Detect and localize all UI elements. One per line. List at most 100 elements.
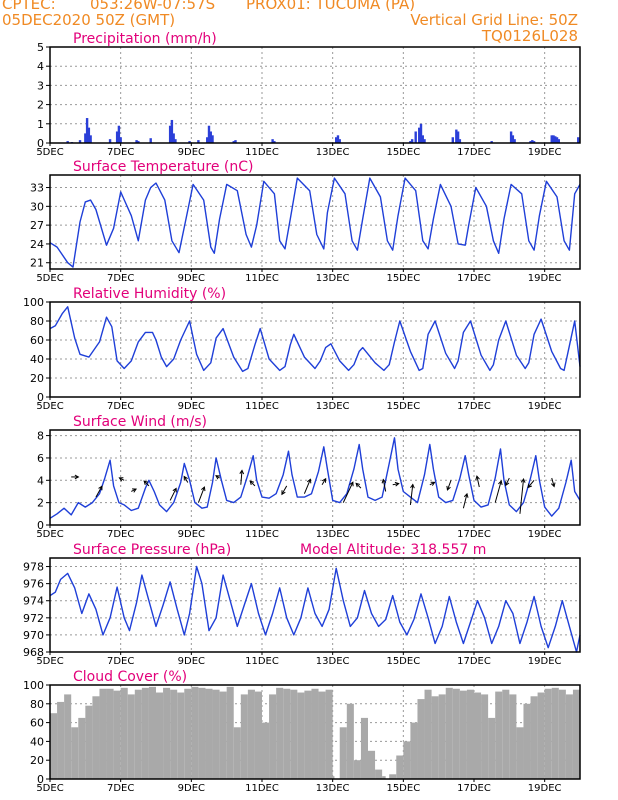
- cloud-bar: [99, 688, 107, 779]
- xtick-label-pressure: 11DEC: [245, 656, 279, 667]
- header-run-id: TQ0126L028: [481, 27, 578, 45]
- cloud-bar: [156, 692, 164, 779]
- precip-bar: [117, 125, 121, 143]
- xtick-label-rh: 11DEC: [245, 401, 279, 412]
- wind-arrow: [527, 479, 535, 488]
- cloud-bar: [438, 694, 446, 779]
- xtick-label-cloud: 17DEC: [457, 783, 491, 794]
- xtick-label-rh: 19DEC: [528, 401, 562, 412]
- precip-bar: [85, 118, 89, 143]
- precip-bar: [209, 131, 212, 143]
- cloud-bar: [120, 687, 128, 779]
- precip-bar: [410, 139, 414, 143]
- xtick-label-cloud: 7DEC: [107, 783, 134, 794]
- ytick-label-pressure: 972: [23, 612, 44, 625]
- cloud-bar: [459, 690, 467, 779]
- ytick-label-wind: 2: [37, 497, 44, 510]
- wind-arrow-head: [520, 477, 526, 483]
- precip-bar: [532, 141, 536, 143]
- xtick-label-precip: 5DEC: [36, 147, 63, 158]
- xtick-label-pressure: 17DEC: [457, 656, 491, 667]
- precip-bar: [66, 141, 69, 143]
- plot-area-precip: [50, 47, 580, 143]
- plot-area-wind: [50, 430, 580, 525]
- cloud-bar: [283, 688, 291, 779]
- ytick-label-wind: 0: [37, 519, 44, 532]
- precip-bar: [335, 137, 338, 143]
- xtick-label-precip: 9DEC: [178, 147, 205, 158]
- precip-bar: [149, 138, 152, 143]
- ytick-label-wind: 8: [37, 430, 44, 443]
- cloud-bar: [71, 727, 79, 779]
- ytick-label-pressure: 968: [23, 646, 44, 659]
- header-coords: 053:26W-07:57S: [90, 0, 216, 13]
- cloud-bar: [134, 689, 142, 779]
- xtick-label-wind: 5DEC: [36, 529, 63, 540]
- wind-arrow: [281, 485, 288, 495]
- precip-bar: [174, 139, 177, 143]
- cloud-bar: [78, 717, 86, 779]
- wind-arrow: [95, 486, 103, 498]
- wind-arrow-head: [355, 482, 361, 488]
- wind-arrow: [494, 480, 502, 503]
- wind-arrow: [409, 484, 414, 505]
- wind-arrow-head: [475, 475, 480, 481]
- wind-arrow-head: [446, 485, 451, 491]
- ytick-label-rh: 60: [30, 334, 44, 347]
- precip-bar: [531, 140, 534, 143]
- xtick-label-pressure: 15DEC: [386, 656, 420, 667]
- wind-arrow-head: [215, 475, 221, 480]
- xtick-label-cloud: 9DEC: [178, 783, 205, 794]
- precip-bar: [529, 141, 532, 143]
- wind-arrow: [303, 479, 311, 494]
- xtick-label-temp: 13DEC: [316, 273, 350, 284]
- ytick-label-cloud: 0: [37, 773, 44, 786]
- precip-bar: [456, 131, 460, 143]
- wind-arrow-head: [430, 481, 436, 486]
- frame-wind: [49, 429, 581, 526]
- cloud-bar: [163, 687, 171, 779]
- precip-bar: [513, 139, 516, 143]
- xtick-label-cloud: 5DEC: [36, 783, 63, 794]
- wind-arrow-head: [381, 478, 387, 484]
- ytick-label-precip: 1: [37, 118, 44, 131]
- series-line-wind: [49, 437, 581, 519]
- cloud-bar: [375, 769, 383, 779]
- cloud-bar: [523, 703, 531, 779]
- cloud-bar: [205, 688, 213, 779]
- cloud-bar: [219, 691, 227, 779]
- header-source: CPTEC:: [2, 0, 56, 13]
- wind-arrow: [355, 482, 362, 489]
- model-altitude: Model Altitude: 318.557 m: [300, 542, 486, 558]
- cloud-bar: [170, 689, 178, 779]
- wind-arrow-head: [98, 485, 103, 491]
- precip-bar: [108, 139, 112, 143]
- wind-arrow-head: [498, 480, 503, 486]
- cloud-bar: [360, 717, 368, 779]
- xtick-label-rh: 17DEC: [457, 401, 491, 412]
- precip-bar: [87, 127, 91, 143]
- cloud-bar: [572, 689, 580, 779]
- cloud-bar: [368, 750, 376, 779]
- chart-title-wind: Surface Wind (m/s): [73, 414, 207, 430]
- precip-bar: [455, 129, 458, 143]
- cloud-bar: [353, 760, 361, 779]
- xtick-label-wind: 13DEC: [316, 529, 350, 540]
- wind-arrow: [169, 488, 177, 501]
- ytick-label-wind: 6: [37, 452, 44, 465]
- plot-area-rh: [50, 302, 580, 397]
- wind-arrow: [197, 486, 205, 503]
- precip-bar: [555, 137, 559, 143]
- wind-arrow: [183, 476, 189, 483]
- ytick-label-temp: 21: [30, 257, 44, 270]
- series-line-rh: [49, 306, 581, 373]
- xtick-label-pressure: 5DEC: [36, 656, 63, 667]
- precip-bar: [207, 125, 211, 143]
- xtick-label-cloud: 15DEC: [386, 783, 420, 794]
- cloud-bar: [382, 776, 386, 779]
- wind-arrow-head: [249, 480, 255, 486]
- cloud-bar: [332, 776, 335, 779]
- wind-arrow-head: [172, 487, 177, 493]
- wind-arrow-head: [410, 483, 415, 489]
